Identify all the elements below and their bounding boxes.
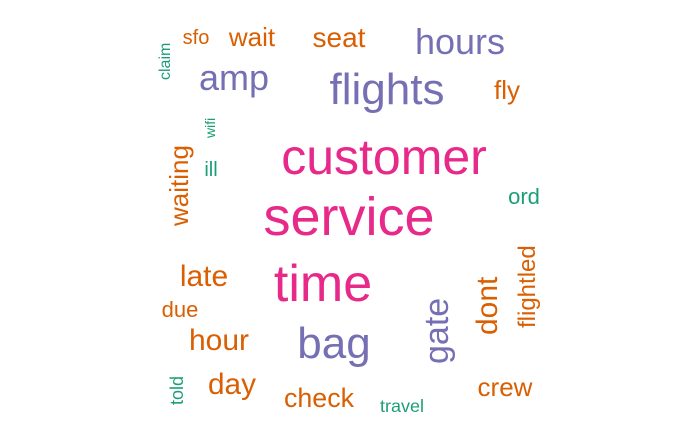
word-told: told (167, 375, 187, 405)
word-hour: hour (188, 324, 250, 357)
word-dont: dont (471, 276, 504, 336)
word-claim: claim (157, 42, 174, 80)
word-service: service (263, 187, 435, 247)
word-customer: customer (281, 129, 487, 185)
word-crew: crew (477, 372, 533, 402)
word-check: check (284, 382, 354, 413)
word-time: time (273, 255, 373, 313)
word-waiting: waiting (164, 145, 194, 227)
word-late: late (179, 260, 229, 293)
word-flights: flights (329, 65, 445, 114)
word-day: day (208, 368, 256, 402)
word-sfo: sfo (182, 27, 210, 49)
word-amp: amp (198, 57, 270, 98)
word-bag: bag (297, 319, 371, 368)
word-gate: gate (418, 297, 456, 365)
word-travel: travel (380, 396, 424, 416)
word-due: due (161, 297, 199, 322)
word-fly: fly (494, 75, 520, 105)
word-wait: wait (228, 22, 276, 52)
word-wifi: wifi (202, 117, 218, 139)
word-ord: ord (508, 184, 540, 209)
word-flightled: flightled (514, 245, 541, 329)
word-ill: ill (204, 159, 218, 181)
word-seat: seat (312, 22, 366, 53)
word-hours: hours (414, 21, 506, 62)
